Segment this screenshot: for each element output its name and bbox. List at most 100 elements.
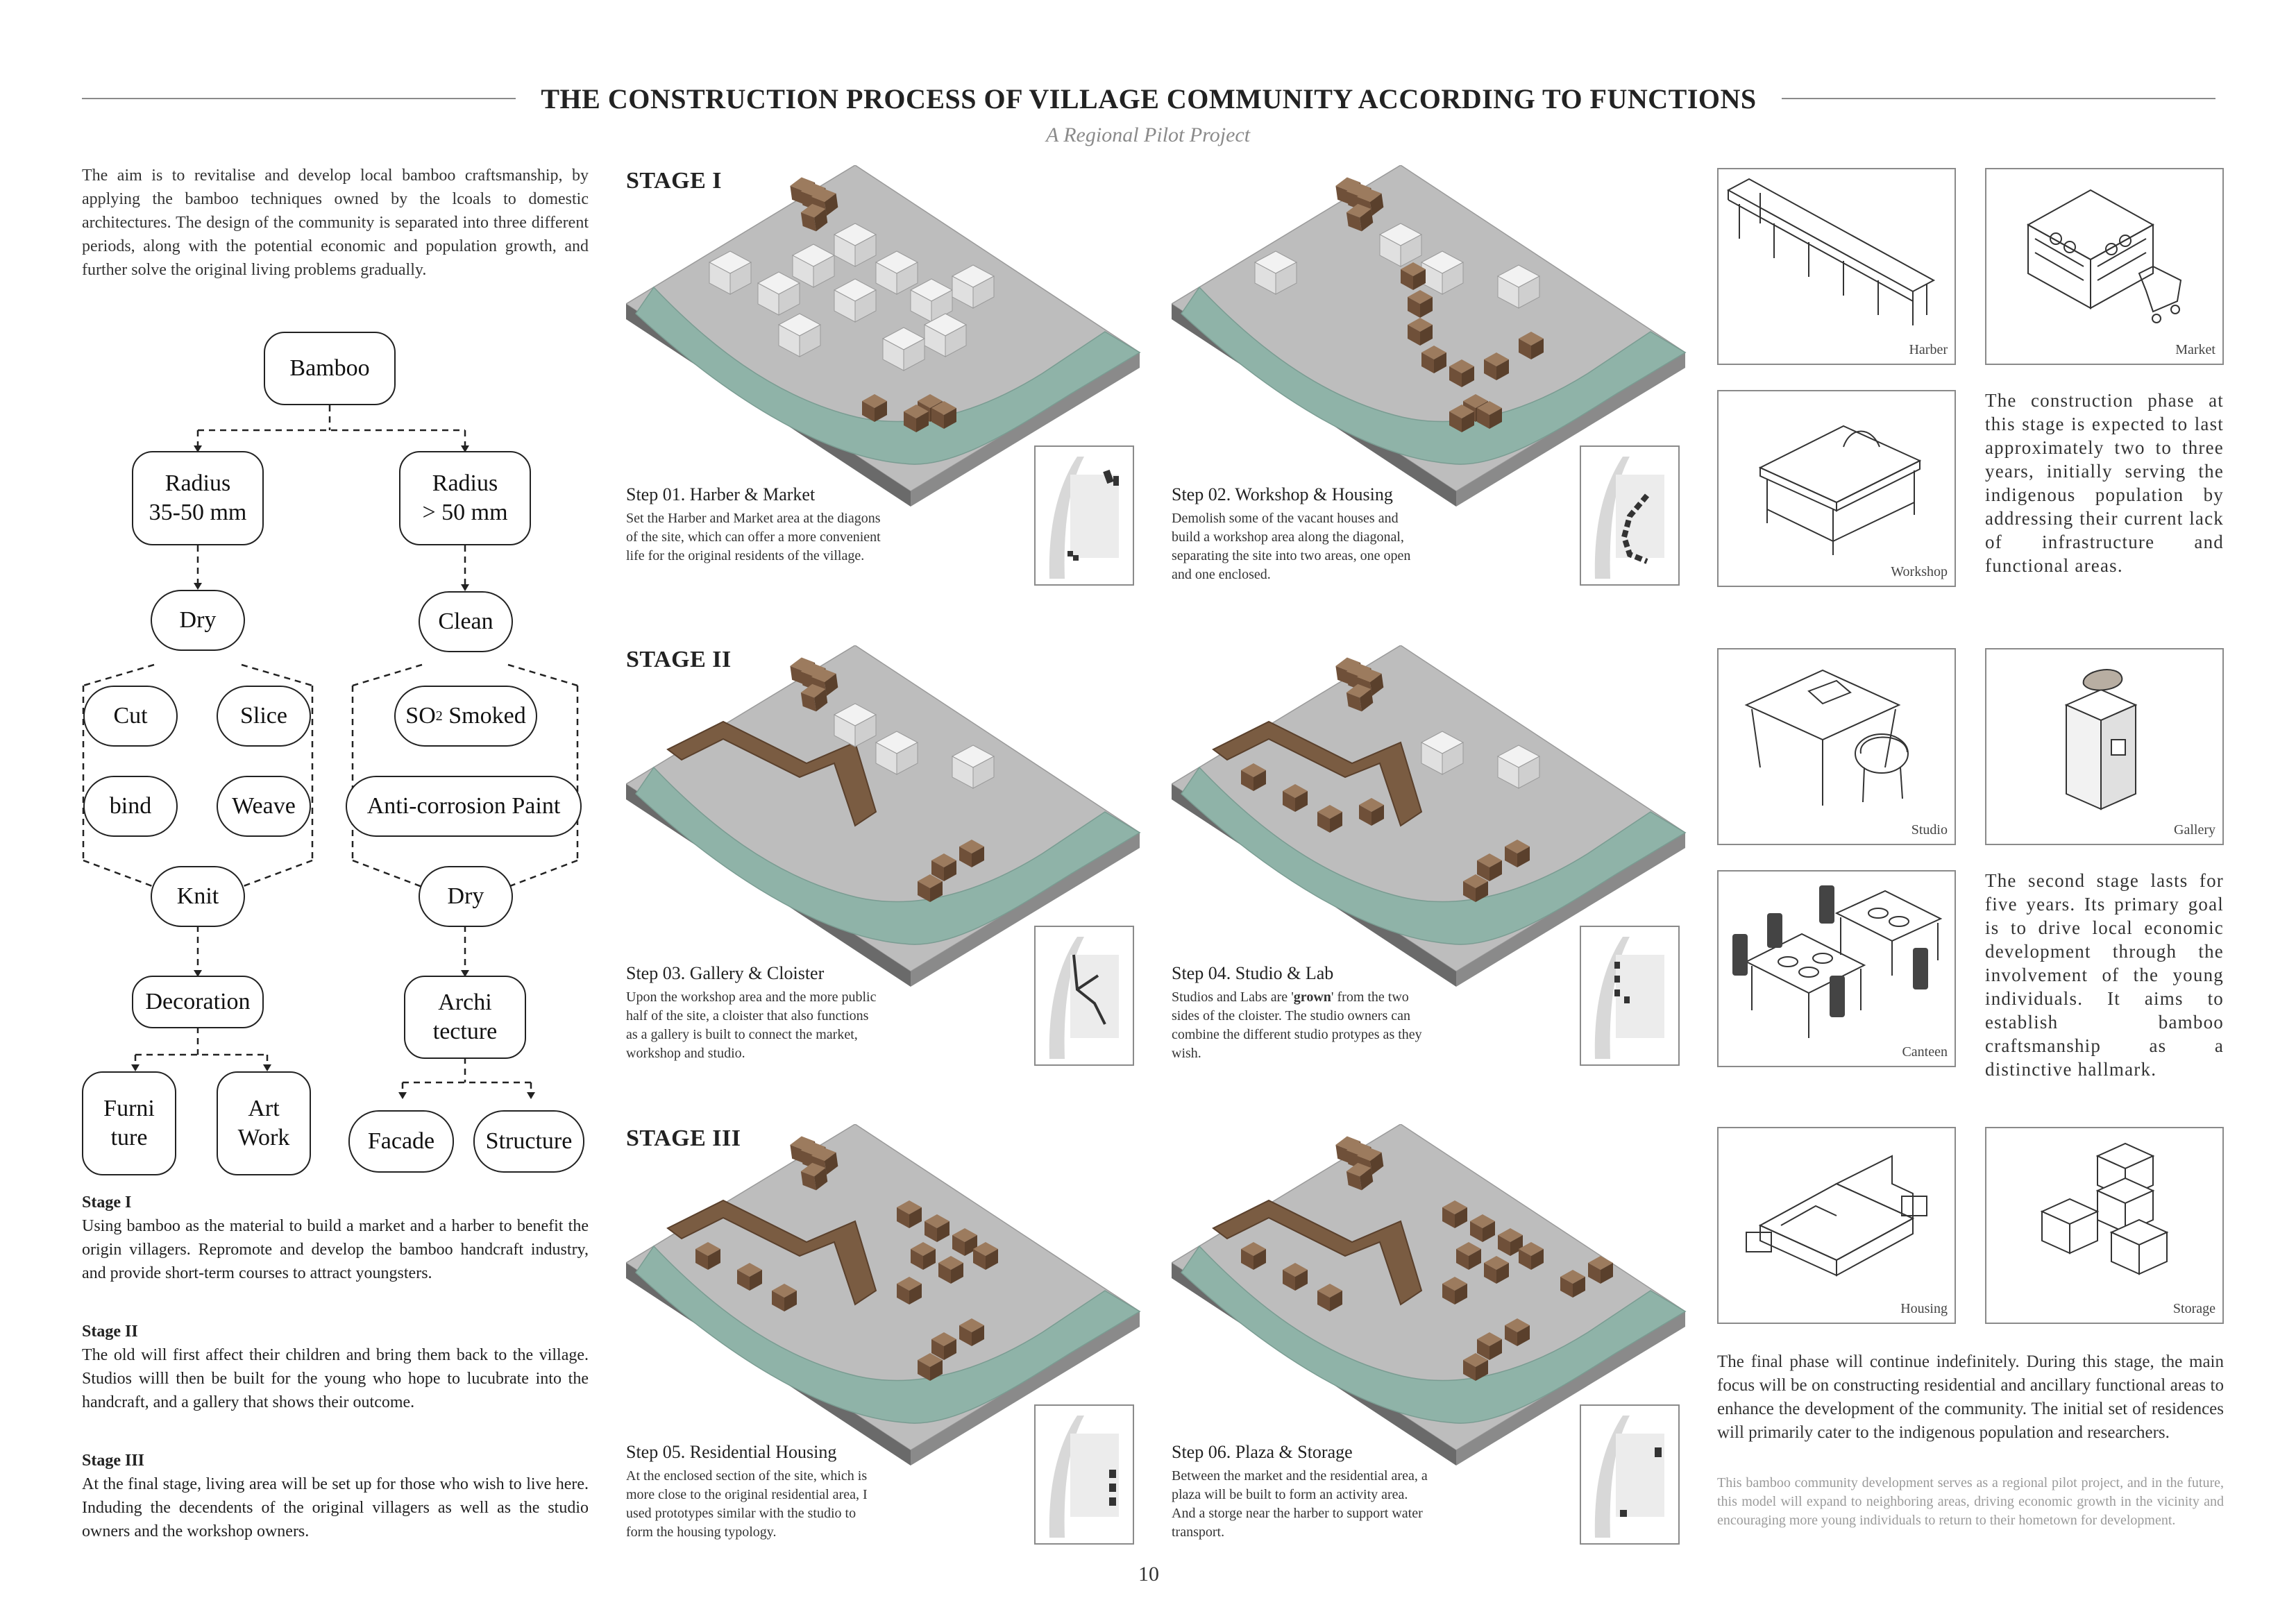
flow-slice: Slice: [217, 686, 311, 747]
title-rule-left: [82, 98, 516, 99]
title-rule-right: [1781, 98, 2216, 99]
panel-studio: Studio: [1717, 648, 1956, 845]
flow-anti-corrosion-paint: Anti-corrosion Paint: [346, 776, 582, 837]
step-1-mini-plan: [1034, 445, 1134, 586]
flow-weave: Weave: [217, 776, 311, 837]
stage-note-2-heading: Stage II: [82, 1323, 138, 1341]
flow-bamboo: Bamboo: [264, 332, 396, 405]
stage-label-1: STAGE I: [626, 168, 722, 194]
flow-architecture-line2: tecture: [432, 1019, 498, 1044]
caption-harber: Harber: [1909, 342, 1948, 357]
caption-gallery: Gallery: [2174, 822, 2215, 838]
stage-note-3-text: At the final stage, living area will be …: [82, 1475, 589, 1540]
stage-note-3: Stage III At the final stage, living are…: [82, 1449, 589, 1543]
flow-furniture-line1: Furni: [103, 1096, 155, 1121]
page-title: THE CONSTRUCTION PROCESS OF VILLAGE COMM…: [541, 83, 1757, 114]
stage-note-1: Stage I Using bamboo as the material to …: [82, 1191, 589, 1285]
site-diagram-step-6: [1172, 1124, 1686, 1466]
step-5-mini-plan: [1034, 1404, 1134, 1545]
footnote-text: This bamboo community development serves…: [1717, 1475, 2224, 1528]
stage-2-description: The second stage lasts for five years. I…: [1985, 870, 2224, 1080]
caption-storage: Storage: [2172, 1301, 2215, 1316]
flow-radius-small-line1: Radius: [164, 470, 231, 496]
stage-note-1-text: Using bamboo as the material to build a …: [82, 1217, 589, 1282]
page-number: 10: [1138, 1563, 1159, 1586]
flowchart-connectors: [82, 405, 579, 1099]
flow-decoration: Decoration: [132, 976, 264, 1028]
step-1-desc: Set the Harber and Market area at the di…: [626, 511, 881, 563]
stage-1-description: The construction phase at this stage is …: [1985, 390, 2224, 576]
step-3-mini-plan: [1034, 926, 1134, 1066]
studio-illustration: [1744, 669, 1909, 806]
flow-furniture-line2: ture: [110, 1125, 148, 1150]
step-6-mini-plan: [1580, 1404, 1680, 1545]
flow-so2-suffix: Smoked: [442, 703, 526, 729]
stage-note-2: Stage II The old will first affect their…: [82, 1320, 589, 1414]
flow-so2-subscript: 2: [435, 708, 443, 724]
site-diagram-step-3: [626, 645, 1140, 987]
step-4-title: Step 04. Studio & Lab: [1172, 963, 1334, 983]
flow-structure: Structure: [473, 1110, 584, 1173]
flow-so2-prefix: SO: [405, 703, 436, 729]
step-2-desc: Demolish some of the vacant houses and b…: [1172, 511, 1411, 582]
flow-radius-small: Radius 35-50 mm: [132, 451, 264, 545]
flow-architecture-line1: Archi: [438, 989, 492, 1015]
panel-gallery: Gallery: [1985, 648, 2224, 845]
stage-label-3: STAGE III: [626, 1125, 741, 1151]
step-4-desc-pre: Studios and Labs are ': [1172, 989, 1294, 1005]
step-5-title: Step 05. Residential Housing: [626, 1442, 837, 1462]
page-subtitle: A Regional Pilot Project: [1045, 124, 1251, 146]
step-1-title: Step 01. Harber & Market: [626, 484, 816, 504]
flow-bind: bind: [83, 776, 178, 837]
flow-art-work-line2: Work: [237, 1125, 290, 1150]
flow-radius-large-line1: Radius: [432, 470, 498, 496]
stage-3-description: The final phase will continue indefinite…: [1717, 1352, 2224, 1442]
flow-art-work-line1: Art: [248, 1096, 280, 1121]
flow-facade: Facade: [348, 1110, 454, 1173]
step-5-desc: At the enclosed section of the site, whi…: [626, 1468, 868, 1540]
intro-paragraph: The aim is to revitalise and develop loc…: [82, 167, 589, 279]
site-diagram-step-4: [1172, 645, 1686, 987]
flow-radius-large-line2: > 50 mm: [422, 500, 508, 525]
step-3-title: Step 03. Gallery & Cloister: [626, 963, 825, 983]
market-illustration: [2026, 189, 2182, 323]
flow-knit: Knit: [151, 866, 245, 927]
caption-market: Market: [2175, 342, 2215, 357]
stage-label-2: STAGE II: [626, 647, 732, 672]
gallery-illustration: [2064, 669, 2138, 810]
stage-note-3-heading: Stage III: [82, 1452, 145, 1470]
flow-so2-smoked: SO 2 Smoked: [394, 686, 537, 747]
canteen-illustration: [1732, 885, 1943, 1038]
panel-harber: Harber: [1717, 168, 1956, 365]
caption-workshop: Workshop: [1891, 564, 1948, 579]
storage-illustration: [2040, 1142, 2169, 1275]
panel-workshop: Workshop: [1717, 390, 1956, 587]
step-3-desc: Upon the workshop area and the more publ…: [626, 989, 877, 1061]
site-diagram-step-5: [626, 1124, 1140, 1466]
step-6-desc: Between the market and the residential a…: [1172, 1468, 1428, 1540]
workshop-illustration: [1758, 425, 1922, 555]
flow-art-work: Art Work: [217, 1071, 311, 1175]
step-4-mini-plan: [1580, 926, 1680, 1066]
flow-radius-small-line2: 35-50 mm: [149, 500, 247, 525]
caption-housing: Housing: [1900, 1301, 1948, 1316]
caption-canteen: Canteen: [1902, 1044, 1948, 1060]
caption-studio: Studio: [1911, 822, 1948, 838]
step-4-desc: Studios and Labs are 'grown' from the tw…: [1172, 988, 1428, 1063]
flow-dry-left: Dry: [151, 590, 245, 651]
panel-market: Market: [1985, 168, 2224, 365]
flow-clean: Clean: [419, 591, 513, 652]
step-4-desc-post: ' from the two sides of the cloister. Th…: [1172, 989, 1422, 1061]
stage-note-1-heading: Stage I: [82, 1193, 132, 1212]
step-6-title: Step 06. Plaza & Storage: [1172, 1442, 1353, 1462]
panel-canteen: Canteen: [1717, 870, 1956, 1067]
flow-architecture: Archi tecture: [404, 976, 526, 1059]
stage-note-2-text: The old will first affect their children…: [82, 1346, 589, 1411]
flow-cut: Cut: [83, 686, 178, 747]
housing-illustration: [1746, 1155, 1927, 1277]
title-row: THE CONSTRUCTION PROCESS OF VILLAGE COMM…: [82, 78, 2216, 119]
step-4-desc-bold: grown: [1293, 989, 1331, 1005]
panel-housing: Housing: [1717, 1127, 1956, 1324]
step-2-mini-plan: [1580, 445, 1680, 586]
flow-furniture: Furni ture: [82, 1071, 176, 1175]
